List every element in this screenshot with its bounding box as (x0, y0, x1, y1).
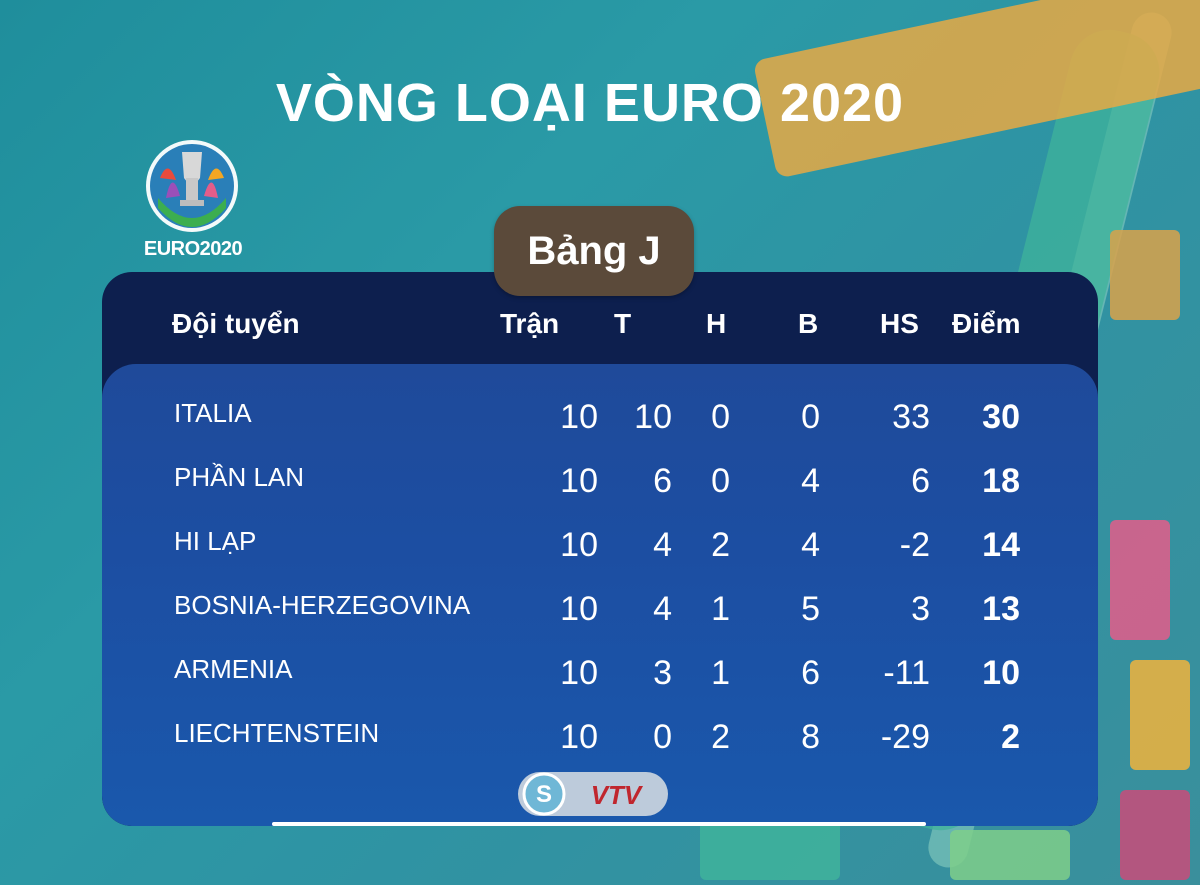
bg-building (1120, 790, 1190, 880)
cell-goal-diff: -11 (883, 654, 930, 692)
table-body (102, 364, 1098, 826)
svg-text:S: S (536, 781, 552, 808)
cell-team: BOSNIA-HERZEGOVINA (174, 590, 471, 620)
cell-losses: 4 (801, 526, 820, 564)
cell-losses: 8 (801, 718, 820, 756)
cell-team: HI LẠP (174, 526, 257, 556)
cell-losses: 5 (801, 590, 820, 628)
standings-table (102, 272, 1098, 826)
cell-wins: 0 (653, 718, 672, 756)
cell-losses: 4 (801, 462, 820, 500)
logo-text: EURO2020 (143, 238, 243, 260)
bottom-divider (272, 822, 926, 826)
header-team: Đội tuyển (172, 308, 300, 339)
header-goal-diff: HS (880, 308, 919, 339)
cell-losses: 0 (801, 398, 820, 436)
header-losses: B (798, 308, 819, 339)
bg-building (700, 820, 840, 880)
cell-draws: 2 (711, 718, 730, 756)
header-draws: H (706, 308, 727, 339)
header-wins: T (614, 308, 632, 339)
svg-text:VTV: VTV (591, 780, 644, 810)
cell-points: 18 (982, 462, 1020, 500)
cell-played: 10 (560, 590, 598, 628)
cell-points: 10 (982, 654, 1020, 692)
vtv-logo-icon: S VTV (518, 772, 668, 816)
cell-team: ITALIA (174, 398, 252, 428)
cell-wins: 3 (653, 654, 672, 692)
cell-losses: 6 (801, 654, 820, 692)
cell-wins: 10 (634, 398, 672, 436)
cell-goal-diff: 6 (911, 462, 930, 500)
cell-points: 14 (982, 526, 1020, 564)
cell-played: 10 (560, 526, 598, 564)
cell-played: 10 (560, 718, 598, 756)
cell-goal-diff: 33 (892, 398, 930, 436)
bg-building (1110, 230, 1180, 320)
cell-team: LIECHTENSTEIN (174, 718, 380, 748)
cell-draws: 1 (711, 654, 730, 692)
cell-wins: 4 (653, 590, 672, 628)
cell-draws: 0 (711, 462, 730, 500)
cell-played: 10 (560, 462, 598, 500)
cell-team: PHẦN LAN (174, 462, 305, 492)
bg-building (1130, 660, 1190, 770)
cell-goal-diff: 3 (911, 590, 930, 628)
cell-goal-diff: -29 (880, 718, 930, 756)
cell-points: 30 (982, 398, 1020, 436)
cell-wins: 4 (653, 526, 672, 564)
page-title: VÒNG LOẠI EURO 2020 (275, 73, 905, 133)
cell-team: ARMENIA (174, 654, 293, 684)
header-played: Trận (500, 308, 560, 339)
cell-goal-diff: -2 (899, 526, 930, 564)
cell-points: 13 (982, 590, 1020, 628)
bg-building (1110, 520, 1170, 640)
cell-played: 10 (560, 654, 598, 692)
bg-building (950, 830, 1070, 880)
cell-points: 2 (1001, 718, 1020, 756)
cell-draws: 0 (711, 398, 730, 436)
cell-played: 10 (560, 398, 598, 436)
cell-draws: 1 (711, 590, 730, 628)
group-label: Bảng J (494, 206, 694, 296)
cell-wins: 6 (653, 462, 672, 500)
cell-draws: 2 (711, 526, 730, 564)
header-points: Điểm (952, 308, 1021, 339)
euro2020-logo-icon (146, 140, 238, 232)
